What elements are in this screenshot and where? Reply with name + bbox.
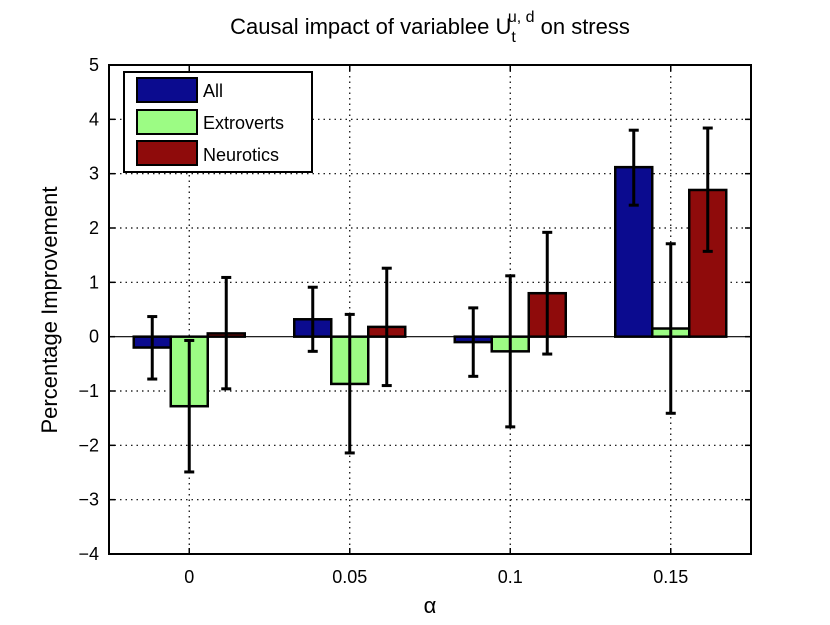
- y-tick-label: 5: [89, 55, 99, 75]
- x-tick-label: 0.1: [498, 567, 523, 587]
- y-tick-label: −2: [78, 435, 99, 455]
- legend-label-neurotics: Neurotics: [203, 145, 279, 165]
- chart-title-subscript: t: [511, 29, 516, 46]
- legend-swatch-all: [136, 77, 198, 103]
- y-tick-label: 4: [89, 109, 99, 129]
- y-axis-label: Percentage Improvement: [37, 186, 62, 433]
- y-tick-label: 2: [89, 218, 99, 238]
- x-tick-label: 0.15: [653, 567, 688, 587]
- y-tick-label: −1: [78, 381, 99, 401]
- chart-title-main: Causal impact of variablee U: [230, 14, 511, 39]
- chart-title-superscript: u, d: [508, 9, 535, 26]
- legend-label-all: All: [203, 81, 223, 101]
- legend-label-extroverts: Extroverts: [203, 113, 284, 133]
- legend: All Extroverts Neurotics: [123, 71, 313, 173]
- chart-title-suffix: on stress: [535, 14, 630, 39]
- x-axis-label: α: [424, 593, 437, 618]
- plot-frame: [108, 64, 752, 555]
- legend-swatch-neurotics: [136, 140, 198, 166]
- x-tick-label: 0: [184, 567, 194, 587]
- y-tick-label: 3: [89, 164, 99, 184]
- legend-swatch-extroverts: [136, 109, 198, 135]
- y-tick-label: −3: [78, 490, 99, 510]
- y-tick-label: −4: [78, 544, 99, 564]
- x-tick-label: 0.05: [332, 567, 367, 587]
- y-tick-label: 0: [89, 327, 99, 347]
- error-bars: [147, 126, 713, 474]
- chart-title: Causal impact of variablee Ut u, d on str…: [230, 9, 630, 46]
- bars: [132, 165, 728, 408]
- axis-ticks: −4 −3 −2 −1 0 1 2 3 4 5 0 0.05 0.1 0.15: [78, 55, 751, 587]
- y-tick-label: 1: [89, 272, 99, 292]
